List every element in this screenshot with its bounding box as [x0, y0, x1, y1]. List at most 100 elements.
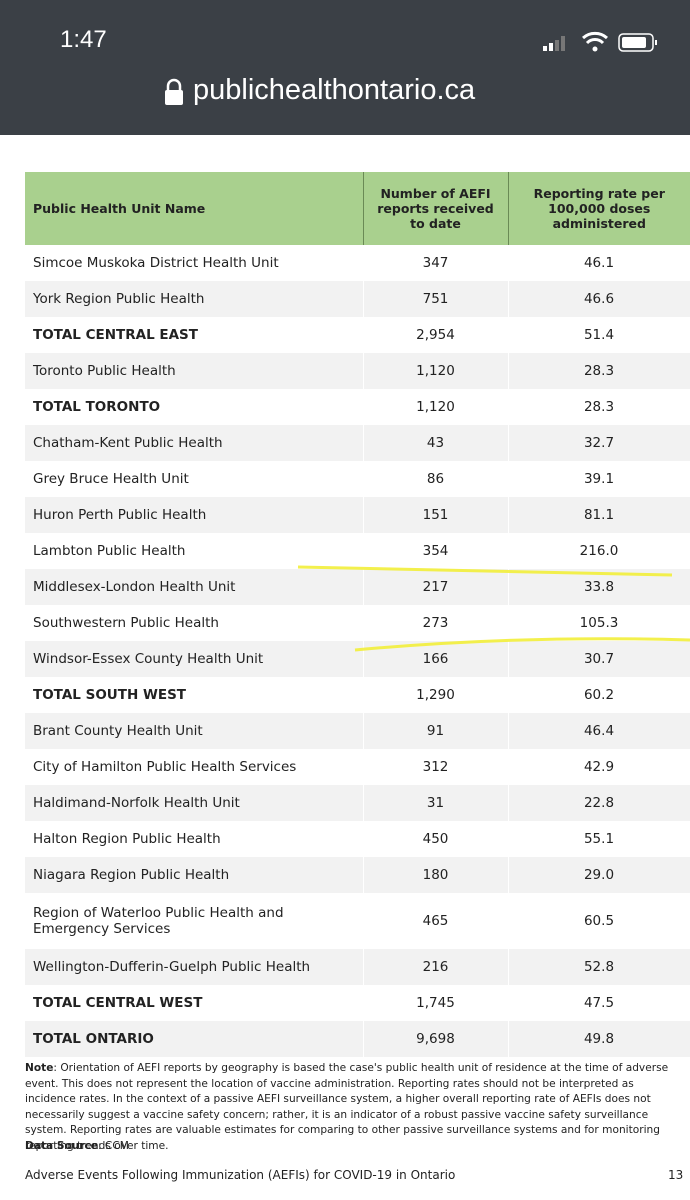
cell-name: Southwestern Public Health: [25, 605, 364, 641]
cell-value: 51.4: [508, 317, 690, 353]
cell-value: 52.8: [508, 949, 690, 985]
note-text: : Orientation of AEFI reports by geograp…: [25, 1062, 669, 1152]
header-row: Public Health Unit Name Number of AEFI re…: [25, 172, 690, 245]
cell-value: 28.3: [508, 353, 690, 389]
cell-value: 46.4: [508, 713, 690, 749]
cell-value: 450: [363, 821, 509, 857]
table-row: TOTAL SOUTH WEST 1,290 60.2: [25, 677, 690, 713]
cell-value: 751: [363, 281, 509, 317]
cell-name: Niagara Region Public Health: [25, 857, 364, 893]
cell-value: 9,698: [363, 1021, 509, 1057]
cell-name: TOTAL SOUTH WEST: [25, 677, 364, 713]
table-row: Lambton Public Health 354 216.0: [25, 533, 690, 569]
cell-value: 354: [363, 533, 509, 569]
cell-value: 46.6: [508, 281, 690, 317]
status-bar: 1:47 publichealthontario.ca: [0, 0, 690, 135]
cell-name: Simcoe Muskoka District Health Unit: [25, 245, 364, 281]
table-row: Huron Perth Public Health 151 81.1: [25, 497, 690, 533]
cell-value: 33.8: [508, 569, 690, 605]
battery-tip: [655, 40, 657, 45]
cell-value: 1,120: [363, 389, 509, 425]
table-row: Haldimand-Norfolk Health Unit 31 22.8: [25, 785, 690, 821]
cell-value: 39.1: [508, 461, 690, 497]
table-row: Windsor-Essex County Health Unit 166 30.7: [25, 641, 690, 677]
footer-title: Adverse Events Following Immunization (A…: [25, 1168, 456, 1182]
cell-value: 43: [363, 425, 509, 461]
data-source-label: Data Source: [25, 1140, 98, 1152]
cell-value: 1,290: [363, 677, 509, 713]
battery-level: [622, 37, 646, 48]
cell-name: Halton Region Public Health: [25, 821, 364, 857]
cell-name: Lambton Public Health: [25, 533, 364, 569]
cell-value: 216: [363, 949, 509, 985]
cell-value: 60.2: [508, 677, 690, 713]
page-number: 13: [668, 1168, 684, 1182]
table-row: Grey Bruce Health Unit 86 39.1: [25, 461, 690, 497]
cell-name: TOTAL CENTRAL WEST: [25, 985, 364, 1021]
cell-value: 46.1: [508, 245, 690, 281]
cell-name: Huron Perth Public Health: [25, 497, 364, 533]
table-row: Region of Waterloo Public Health and Eme…: [25, 893, 690, 949]
cell-value: 180: [363, 857, 509, 893]
cell-value: 1,745: [363, 985, 509, 1021]
cell-name: York Region Public Health: [25, 281, 364, 317]
table-row: Halton Region Public Health 450 55.1: [25, 821, 690, 857]
data-source: Data Source: CCM: [25, 1140, 129, 1152]
cell-name: Windsor-Essex County Health Unit: [25, 641, 364, 677]
column-header: Number of AEFI reports received to date: [363, 172, 509, 245]
cell-value: 30.7: [508, 641, 690, 677]
table-row: Niagara Region Public Health 180 29.0: [25, 857, 690, 893]
note: Note: Orientation of AEFI reports by geo…: [25, 1061, 675, 1154]
table-row: Brant County Health Unit 91 46.4: [25, 713, 690, 749]
wifi-icon: [582, 31, 608, 45]
cell-name: Grey Bruce Health Unit: [25, 461, 364, 497]
lock-icon: [165, 90, 183, 105]
cell-name: TOTAL ONTARIO: [25, 1021, 364, 1057]
note-label: Note: [25, 1062, 54, 1074]
signal-bar: [561, 36, 565, 51]
cell-value: 86: [363, 461, 509, 497]
cell-name: Toronto Public Health: [25, 353, 364, 389]
cell-value: 29.0: [508, 857, 690, 893]
signal-bar: [555, 40, 559, 51]
cell-name: Middlesex-London Health Unit: [25, 569, 364, 605]
cell-name: Chatham-Kent Public Health: [25, 425, 364, 461]
cell-value: 166: [363, 641, 509, 677]
cell-value: 91: [363, 713, 509, 749]
cell-value: 47.5: [508, 985, 690, 1021]
cell-value: 81.1: [508, 497, 690, 533]
cell-value: 22.8: [508, 785, 690, 821]
cell-value: 273: [363, 605, 509, 641]
url[interactable]: publichealthontario.ca: [193, 74, 476, 106]
cell-value: 60.5: [508, 893, 690, 949]
lock-shackle: [166, 78, 182, 90]
cell-value: 28.3: [508, 389, 690, 425]
cell-value: 347: [363, 245, 509, 281]
cell-value: 217: [363, 569, 509, 605]
cell-value: 465: [363, 893, 509, 949]
cell-value: 1,120: [363, 353, 509, 389]
table-row: City of Hamilton Public Health Services 3…: [25, 749, 690, 785]
status-icons: [165, 31, 657, 105]
data-source-text: : CCM: [97, 1140, 129, 1152]
table-row: Toronto Public Health 1,120 28.3: [25, 353, 690, 389]
table-row: Simcoe Muskoka District Health Unit 347 46…: [25, 245, 690, 281]
signal-bar: [549, 43, 553, 51]
cell-name: Region of Waterloo Public Health and Eme…: [25, 893, 364, 949]
cell-value: 49.8: [508, 1021, 690, 1057]
table-row: TOTAL CENTRAL WEST 1,745 47.5: [25, 985, 690, 1021]
cell-value: 105.3: [508, 605, 690, 641]
cell-value: 2,954: [363, 317, 509, 353]
cell-value: 55.1: [508, 821, 690, 857]
cell-value: 151: [363, 497, 509, 533]
battery: [618, 33, 654, 52]
table-row: TOTAL CENTRAL EAST 2,954 51.4: [25, 317, 690, 353]
data-table: Public Health Unit Name Number of AEFI re…: [25, 172, 690, 1057]
cell-name: City of Hamilton Public Health Services: [25, 749, 364, 785]
table-row: Middlesex-London Health Unit 217 33.8: [25, 569, 690, 605]
cell-name: Wellington-Dufferin-Guelph Public Health: [25, 949, 364, 985]
signal-bar: [543, 46, 547, 51]
cell-name: TOTAL TORONTO: [25, 389, 364, 425]
cell-name: TOTAL CENTRAL EAST: [25, 317, 364, 353]
